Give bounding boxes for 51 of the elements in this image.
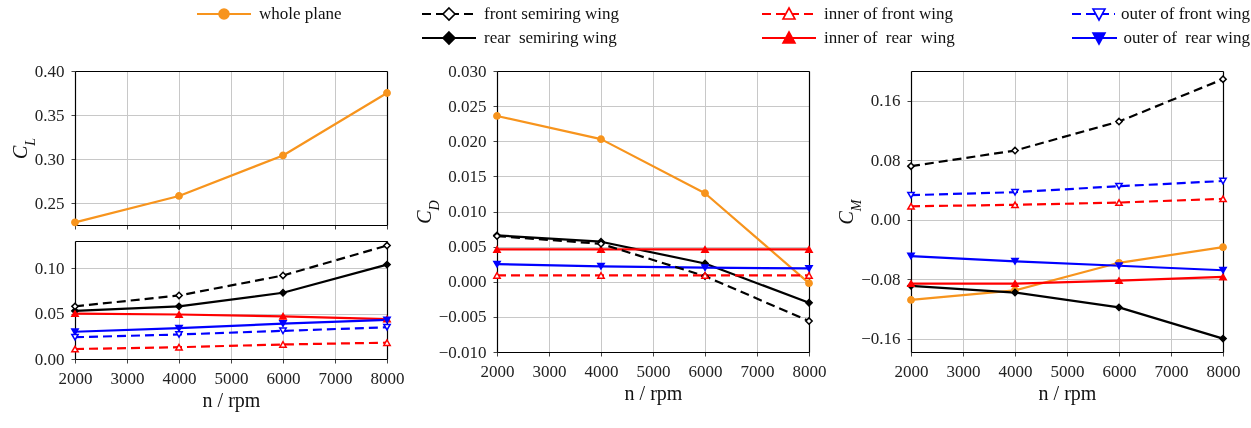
legend-label: inner of rear wing	[824, 28, 955, 48]
x-tick-label: 4000	[584, 361, 619, 381]
y-tick-label: 0.00	[870, 210, 901, 230]
legend-label: front semiring wing	[484, 4, 620, 24]
x-tick-label: 7000	[740, 361, 775, 381]
x-axis-title: n / rpm	[202, 388, 261, 412]
x-tick-label: 7000	[1154, 361, 1189, 381]
y-tick-label: 0.08	[870, 150, 901, 170]
x-tick-label: 4000	[998, 361, 1033, 381]
legend-label: outer of front wing	[1121, 4, 1250, 24]
x-tick-label: 3000	[946, 361, 981, 381]
x-tick-label: 5000	[636, 361, 671, 381]
x-axis-title: n / rpm	[624, 381, 683, 405]
y-tick-label: −0.005	[438, 307, 487, 327]
y-tick-label: −0.010	[438, 342, 487, 362]
x-tick-label: 2000	[58, 368, 93, 388]
y-tick-label: −0.16	[861, 329, 901, 349]
y-tick-label: 0.005	[448, 237, 487, 257]
y-tick-label: 0.25	[34, 193, 65, 213]
y-tick-label: 0.020	[448, 131, 487, 151]
x-tick-label: 5000	[1050, 361, 1085, 381]
x-axis-title: n / rpm	[1038, 381, 1097, 405]
x-tick-label: 7000	[318, 368, 353, 388]
x-tick-label: 4000	[162, 368, 197, 388]
x-tick-label: 6000	[688, 361, 723, 381]
y-tick-label: 0.030	[448, 61, 487, 81]
y-tick-label: 0.40	[34, 61, 65, 81]
x-tick-label: 8000	[370, 368, 405, 388]
y-tick-label: 0.10	[34, 258, 65, 278]
x-tick-label: 8000	[1206, 361, 1241, 381]
y-tick-label: 0.010	[448, 202, 487, 221]
x-tick-label: 6000	[266, 368, 301, 388]
x-tick-label: 3000	[110, 368, 145, 388]
x-tick-label: 8000	[792, 361, 827, 381]
y-tick-label: 0.05	[34, 304, 65, 324]
x-tick-label: 2000	[894, 361, 929, 381]
y-tick-label: 0.00	[34, 349, 65, 369]
y-tick-label: −0.08	[861, 269, 901, 289]
y-tick-label: 0.35	[34, 105, 65, 125]
x-tick-label: 3000	[532, 361, 567, 381]
legend-label: rear semiring wing	[484, 28, 617, 48]
x-tick-label: 5000	[214, 368, 249, 388]
legend-label: outer of rear wing	[1123, 28, 1250, 48]
legend-label: inner of front wing	[824, 4, 953, 24]
y-tick-label: 0.000	[448, 272, 487, 292]
legend-label: whole plane	[259, 4, 342, 24]
y-tick-label: 0.16	[870, 91, 901, 111]
y-tick-label: 0.025	[448, 96, 487, 116]
y-tick-label: 0.015	[448, 166, 487, 186]
x-tick-label: 2000	[480, 361, 515, 381]
x-tick-label: 6000	[1102, 361, 1137, 381]
